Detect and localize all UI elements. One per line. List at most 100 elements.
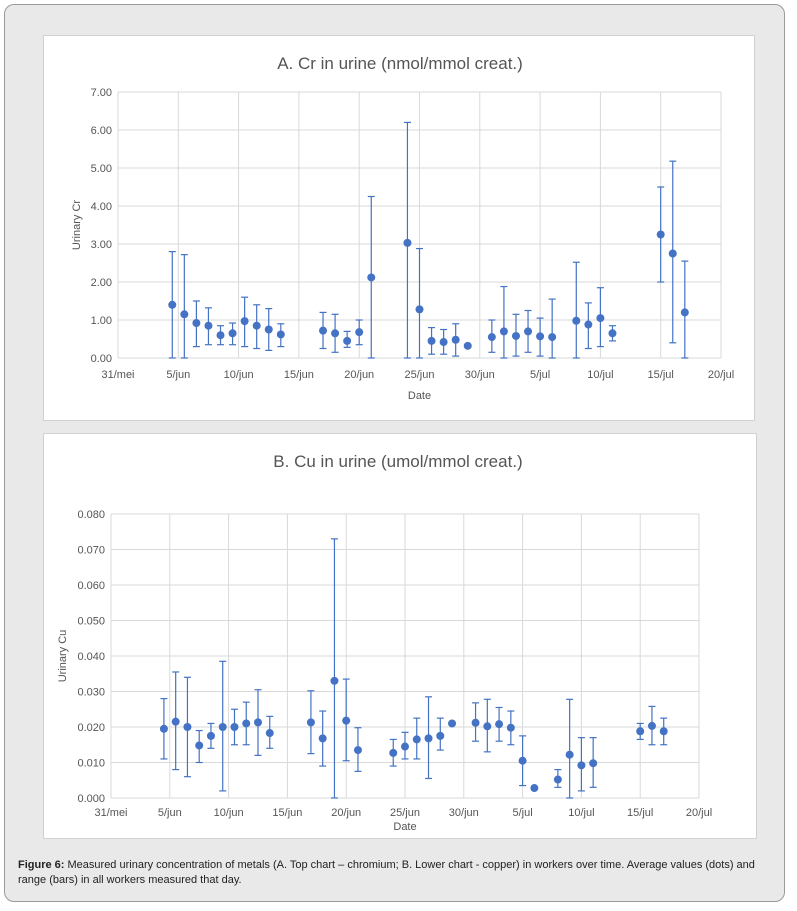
mean-point [506, 723, 515, 732]
caption-text: Measured urinary concentration of metals… [18, 859, 755, 886]
mean-point [319, 326, 328, 335]
mean-point [451, 335, 460, 344]
y-tick-label: 0.050 [77, 616, 105, 628]
mean-point [448, 719, 457, 728]
mean-point [343, 336, 352, 345]
y-tick-label: 3.00 [91, 239, 112, 251]
y-tick-label: 6.00 [91, 125, 112, 137]
figure-caption: Figure 6: Measured urinary concentration… [18, 858, 770, 888]
y-tick-label: 0.060 [77, 580, 105, 592]
mean-point [436, 731, 445, 740]
mean-point [608, 329, 617, 338]
chart-b-panel: B. Cu in urine (umol/mmol creat.) 0.000 0.… [43, 433, 757, 839]
chart-a-panel: A. Cr in urine (nmol/mmol creat.) 0.00 1.0… [43, 35, 755, 421]
y-tick-label: 5.00 [91, 163, 112, 175]
mean-point [487, 333, 496, 342]
mean-point [680, 308, 689, 317]
mean-point [548, 333, 557, 342]
mean-point [230, 723, 239, 731]
mean-point [424, 734, 433, 743]
x-tick-label: 15/jun [284, 369, 314, 381]
y-tick-label: 0.020 [77, 722, 105, 734]
mean-point [355, 328, 364, 337]
x-tick-label: 31/mei [94, 807, 127, 819]
mean-point [589, 759, 598, 768]
caption-label: Figure 6: [18, 859, 65, 871]
mean-point [511, 331, 520, 340]
mean-point [495, 720, 504, 729]
mean-point [668, 249, 677, 258]
x-tick-label: 5/jun [166, 369, 190, 381]
mean-point [530, 784, 539, 793]
x-tick-label: 10/jul [587, 369, 613, 381]
x-axis-title: Date [393, 821, 416, 833]
y-tick-label: 7.00 [91, 87, 112, 99]
mean-point [276, 330, 285, 339]
mean-point [401, 742, 409, 751]
mean-point [471, 718, 480, 727]
mean-point [342, 716, 351, 725]
x-tick-label: 10/jul [568, 807, 594, 819]
mean-point [218, 723, 227, 731]
mean-point [331, 329, 340, 338]
x-tick-label: 10/jun [224, 369, 254, 381]
x-tick-label: 5/jul [513, 807, 533, 819]
mean-point [596, 314, 605, 323]
mean-point [264, 325, 273, 334]
x-tick-label: 30/jun [449, 807, 479, 819]
x-tick-label: 5/jun [158, 807, 182, 819]
x-tick-label: 20/jun [344, 369, 374, 381]
y-tick-label: 0.000 [77, 793, 105, 805]
x-tick-label: 25/jun [405, 369, 435, 381]
y-tick-label: 0.070 [77, 545, 105, 557]
mean-point [389, 748, 398, 757]
mean-point [216, 331, 225, 340]
x-tick-label: 15/jul [627, 807, 653, 819]
mean-point [524, 327, 533, 336]
mean-point [565, 750, 574, 759]
mean-point [180, 310, 189, 319]
y-tick-label: 0.00 [91, 353, 112, 365]
x-tick-label: 10/jun [214, 807, 244, 819]
mean-point [656, 230, 665, 239]
mean-point [647, 721, 656, 730]
x-axis-title: Date [408, 390, 431, 402]
chart-title: A. Cr in urine (nmol/mmol creat.) [277, 54, 523, 73]
x-tick-label: 25/jun [390, 807, 420, 819]
mean-point [536, 332, 545, 341]
chart-title: B. Cu in urine (umol/mmol creat.) [273, 452, 522, 471]
y-tick-label: 1.00 [91, 315, 112, 327]
x-tick-label: 20/jun [331, 807, 361, 819]
mean-point [242, 719, 251, 728]
mean-point [584, 320, 593, 329]
mean-point [330, 676, 339, 685]
mean-point [572, 316, 581, 325]
mean-point [353, 746, 362, 755]
x-tick-label: 5/jul [530, 369, 550, 381]
figure-frame: A. Cr in urine (nmol/mmol creat.) 0.00 1.0… [4, 4, 785, 902]
y-tick-label: 0.010 [77, 758, 105, 770]
mean-point [518, 756, 527, 765]
mean-point [254, 718, 262, 727]
mean-point [439, 338, 448, 347]
mean-point [171, 717, 180, 726]
mean-point [240, 317, 249, 326]
y-tick-label: 2.00 [91, 277, 112, 289]
x-tick-label: 20/jul [708, 369, 734, 381]
mean-point [499, 327, 508, 336]
mean-point [636, 727, 645, 736]
mean-point [228, 329, 237, 338]
mean-point [553, 775, 562, 784]
mean-point [195, 741, 204, 750]
y-axis-title: Urinary Cu [57, 630, 69, 683]
mean-point [483, 722, 492, 731]
mean-point [403, 238, 412, 247]
mean-point [206, 731, 215, 740]
mean-point [168, 300, 177, 309]
mean-point [252, 321, 261, 330]
y-axis-title: Urinary Cr [71, 200, 83, 250]
x-tick-label: 30/jun [465, 369, 495, 381]
x-tick-label: 15/jul [648, 369, 674, 381]
mean-point [306, 718, 315, 727]
mean-point [415, 305, 424, 314]
